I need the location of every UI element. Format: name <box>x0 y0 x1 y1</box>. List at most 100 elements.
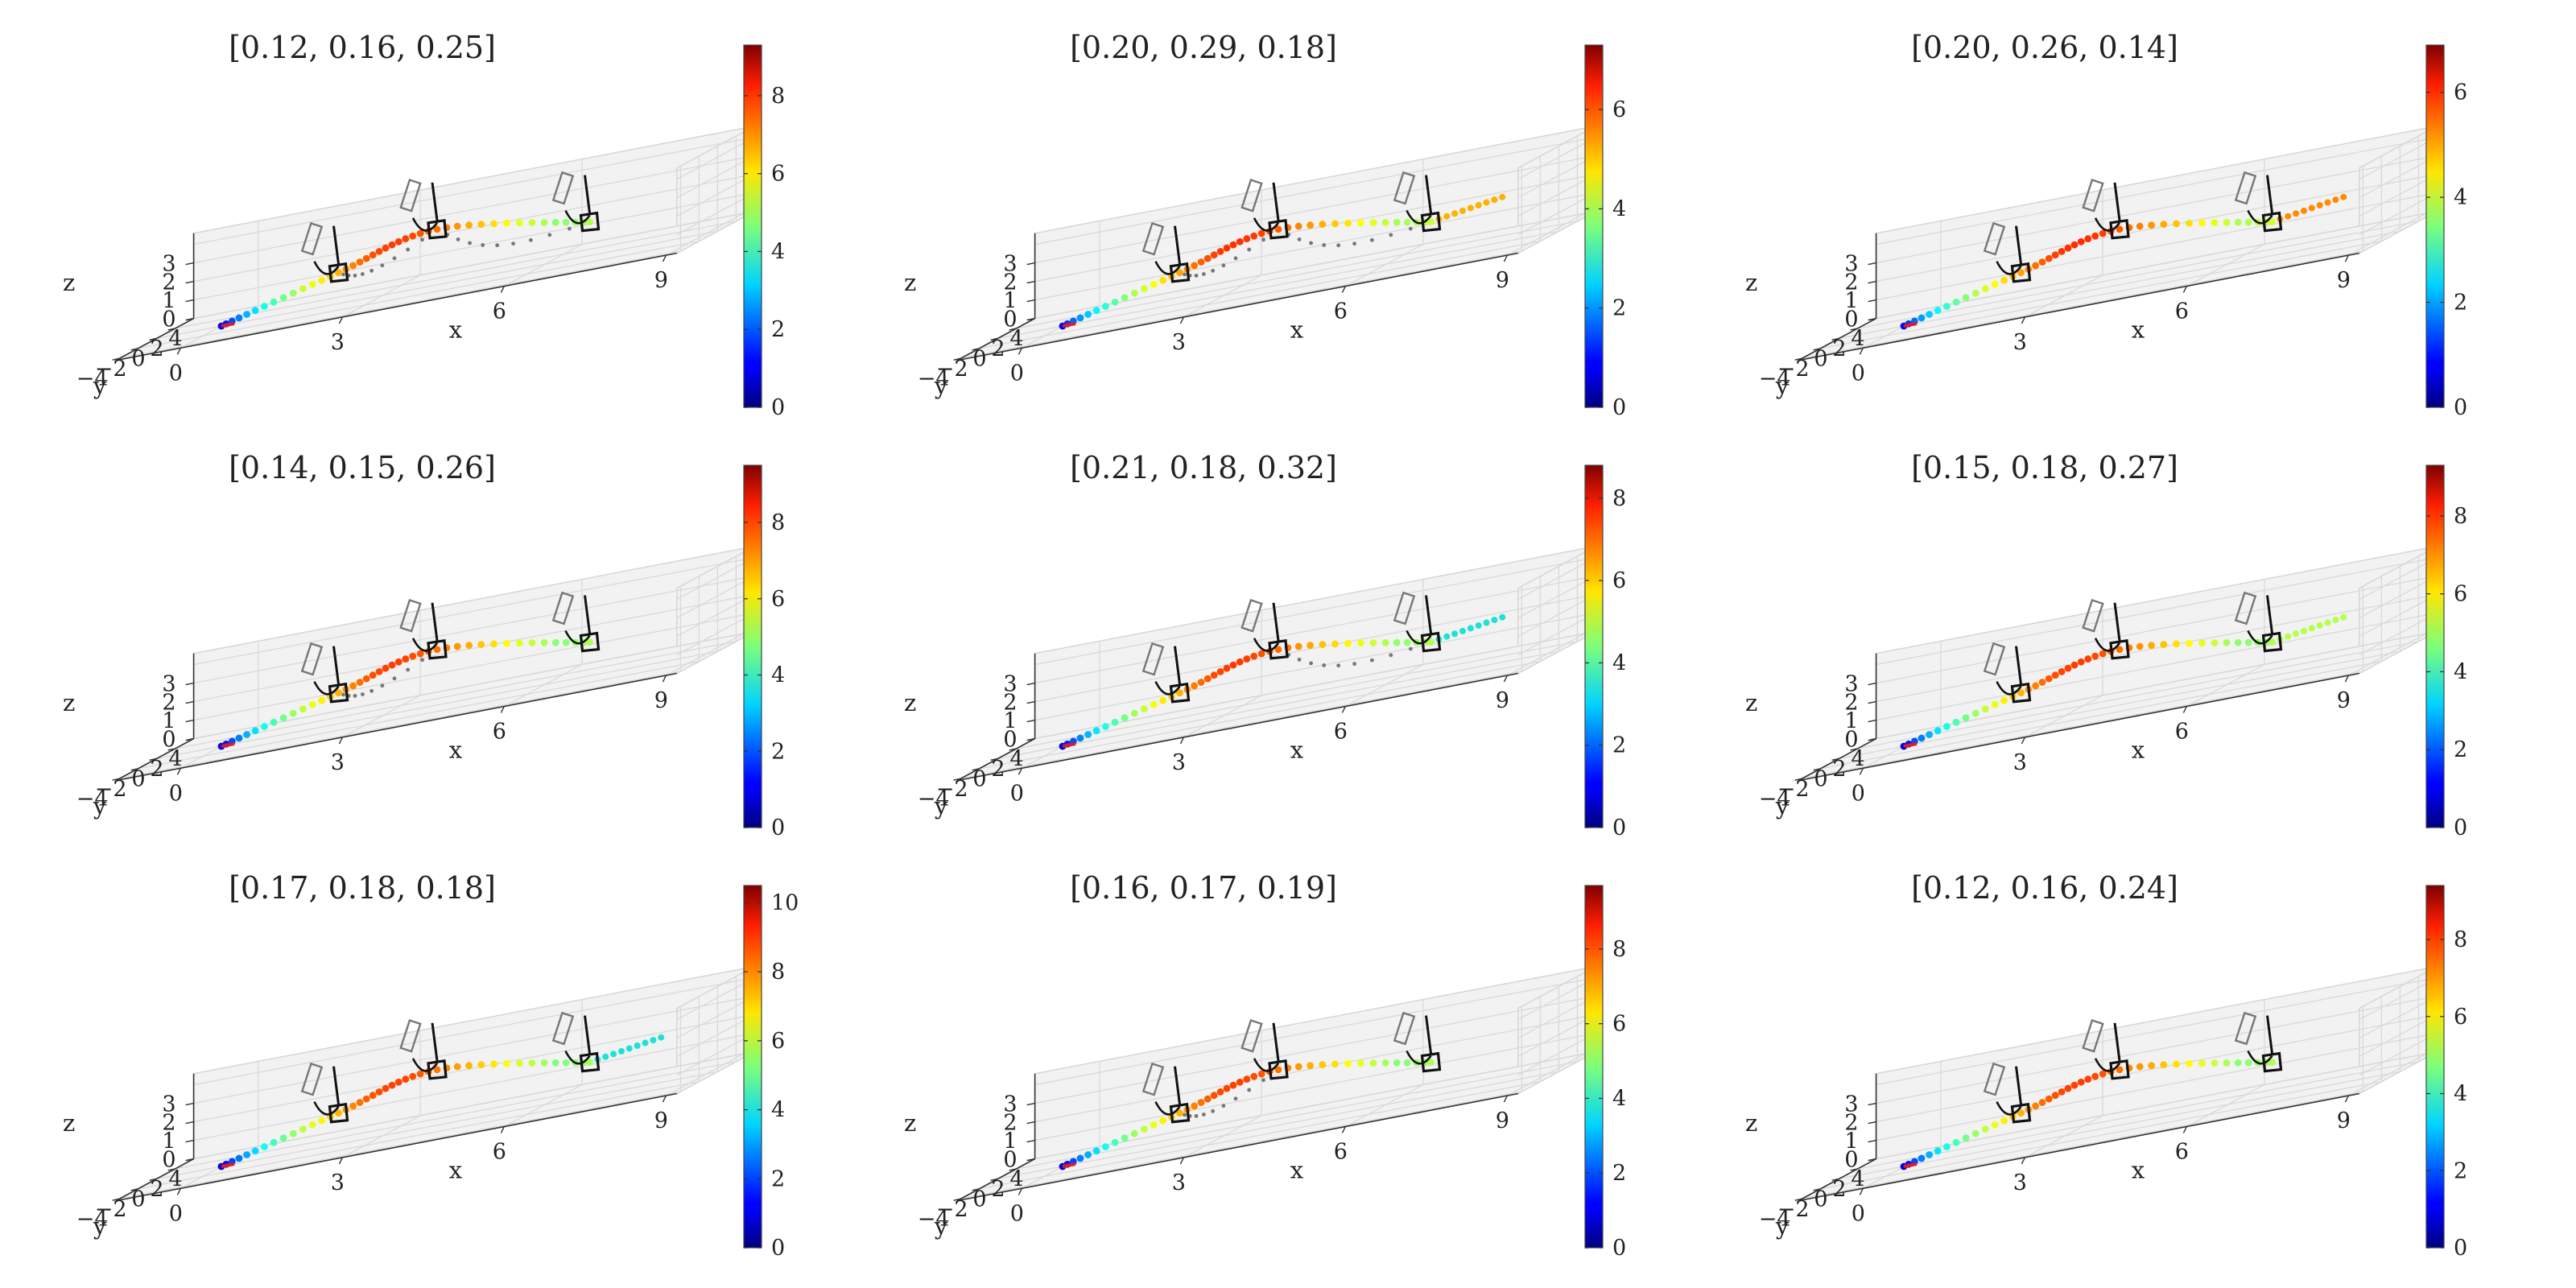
trajectory-point <box>1176 689 1183 697</box>
y-tick-label: −4 <box>918 366 950 391</box>
trajectory-point <box>375 247 383 255</box>
trajectory-point <box>477 1061 485 1069</box>
colorbar-tick-label: 6 <box>1612 1012 1626 1037</box>
x-tick-label: 6 <box>1334 719 1348 744</box>
colorbar <box>1584 464 1604 828</box>
gate-frame <box>2109 218 2130 240</box>
end-segment-point <box>1451 210 1459 217</box>
end-segment-point <box>2324 199 2331 206</box>
trajectory-point <box>2099 1070 2107 1078</box>
trajectory-point <box>1121 1134 1129 1142</box>
x-tick-mark <box>1179 737 1185 745</box>
gridline-y <box>960 166 1523 359</box>
detour-dot <box>1221 1104 1226 1108</box>
trajectory-point <box>1393 638 1401 646</box>
end-segment-point <box>2285 633 2292 640</box>
detour-dot <box>1389 233 1393 237</box>
x-tick-label: 3 <box>331 1170 345 1195</box>
trajectory-point <box>1159 696 1167 704</box>
gate-frame <box>1268 1059 1289 1080</box>
x-axis-line <box>1798 672 2359 782</box>
x-axis-line <box>1798 252 2359 361</box>
trajectory-point <box>2173 1060 2180 1068</box>
trajectory-point <box>2198 639 2206 647</box>
x-axis-label: x <box>449 1157 462 1184</box>
trajectory-point <box>1210 671 1218 679</box>
z-tick-label: 1 <box>162 1129 175 1154</box>
drone-ghost <box>300 221 324 256</box>
y-tick-label: 4 <box>168 747 182 772</box>
y-tick-label: −4 <box>76 1207 109 1232</box>
trajectory-point <box>540 218 548 226</box>
colorbar-tick-label: 8 <box>771 84 785 109</box>
trajectory-point <box>1076 734 1084 742</box>
trajectory-point <box>279 294 287 302</box>
gridline-y <box>997 146 1560 339</box>
y-axis-label: y <box>1775 792 1790 819</box>
gate-pole <box>1174 646 1181 684</box>
gate-pole <box>2266 595 2273 634</box>
trajectory-point <box>1403 218 1411 226</box>
y-tick-mark <box>1831 1178 1839 1182</box>
y-axis-label: y <box>93 1212 107 1240</box>
drone-ghost <box>2234 1011 2257 1046</box>
x-tick-label: 6 <box>2175 719 2189 744</box>
colorbar-tick-label: 10 <box>771 890 799 915</box>
z-tick-mark <box>185 1158 194 1162</box>
z-tick-mark <box>1026 737 1035 741</box>
gate-pole <box>332 1066 340 1104</box>
gridline-y <box>1802 586 2364 779</box>
colorbar-tick-label: 8 <box>2454 927 2467 952</box>
z-tick-mark <box>185 737 194 741</box>
trajectory-point <box>2160 221 2168 229</box>
z-tick-mark <box>1868 1139 1876 1143</box>
detour-dot <box>1201 1113 1206 1117</box>
detour-dot <box>1369 658 1374 663</box>
detour-dot <box>1336 663 1341 668</box>
trajectory-point <box>1952 718 1960 726</box>
trajectory-point <box>2070 661 2079 669</box>
trajectory-point <box>2051 671 2059 679</box>
z-tick-label: 2 <box>1003 270 1017 295</box>
x-axis-line <box>115 1092 677 1202</box>
trajectory-point <box>516 1059 523 1067</box>
drone-arc <box>1253 638 1280 652</box>
colorbar <box>1584 44 1604 408</box>
trajectory-point <box>2116 646 2124 654</box>
gridline-y <box>156 986 719 1179</box>
drone-ghost <box>1241 179 1263 213</box>
end-segment-point <box>1467 625 1474 632</box>
trajectory-point <box>335 689 342 697</box>
end-segment-point <box>2300 207 2307 214</box>
trajectory-point <box>416 650 424 658</box>
gate-pole <box>1272 182 1280 221</box>
trajectory-point <box>2268 638 2276 646</box>
drone-arc <box>2247 210 2273 225</box>
trajectory-point <box>1962 1134 1970 1142</box>
y-tick-mark <box>1850 1168 1858 1171</box>
z-tick-mark <box>185 280 194 284</box>
gridline-y <box>1016 976 1579 1170</box>
z-tick-label: 0 <box>1844 1148 1858 1173</box>
y-tick-label: 2 <box>1832 336 1846 361</box>
trajectory-point <box>1331 640 1339 648</box>
y-axis-line <box>956 1158 1035 1202</box>
detour-dot <box>360 692 365 696</box>
y-axis-label: y <box>934 1212 948 1240</box>
z-tick-label: 2 <box>1844 691 1858 716</box>
trajectory-point <box>477 641 485 649</box>
y-tick-mark <box>990 337 998 341</box>
trajectory-point <box>1926 311 1934 318</box>
trajectory-point <box>2244 1059 2252 1067</box>
x-axis-label: x <box>1290 1157 1303 1184</box>
y-tick-label: 2 <box>1832 1177 1846 1202</box>
x-axis-label: x <box>1290 316 1303 344</box>
detour-dot <box>1247 1088 1252 1092</box>
trajectory-point <box>1092 1147 1100 1155</box>
x-tick-mark <box>1341 286 1347 293</box>
trajectory-point <box>409 232 417 240</box>
z-tick-mark <box>1868 719 1876 723</box>
x-tick-mark <box>1179 1157 1185 1165</box>
